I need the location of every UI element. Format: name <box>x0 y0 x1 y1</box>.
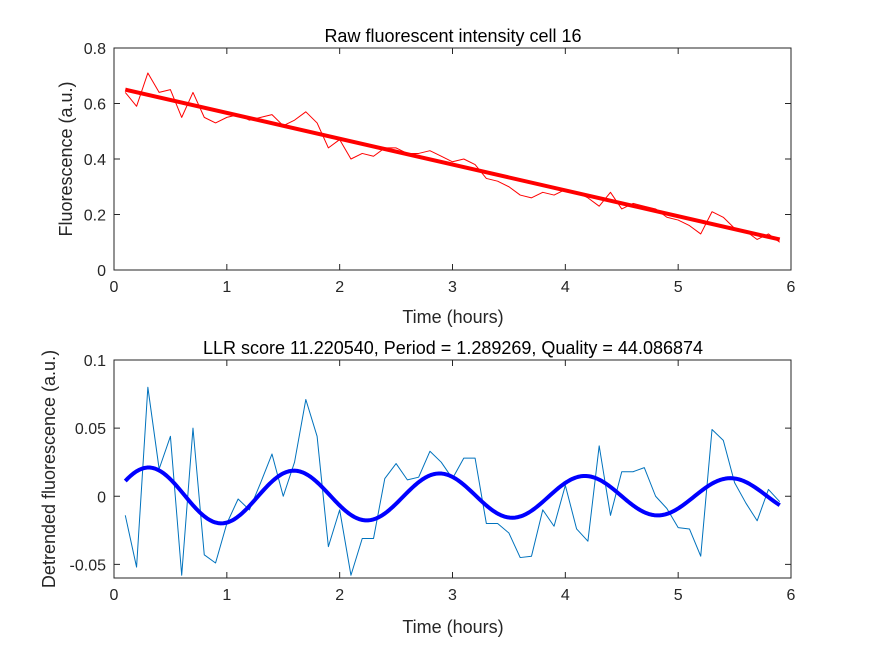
x-tick-label: 5 <box>674 587 683 604</box>
y-axis-label: Fluorescence (a.u.) <box>56 81 76 236</box>
series-group <box>123 386 781 576</box>
x-tick-label: 1 <box>222 587 231 604</box>
plot-area <box>113 359 792 579</box>
plot-area <box>113 47 792 271</box>
y-tick-label: 0 <box>97 263 106 280</box>
chart-title: LLR score 11.220540, Period = 1.289269, … <box>203 338 703 358</box>
subplot-raw-fluorescence: Raw fluorescent intensity cell 16 0 1 2 3 4 5… <box>56 26 796 327</box>
x-tick-label: 1 <box>222 279 231 296</box>
y-tick-label: 0.8 <box>84 41 106 58</box>
series-group <box>124 72 781 243</box>
x-tick-label: 4 <box>561 279 570 296</box>
x-tick-label: 6 <box>787 587 796 604</box>
y-tick-label: 0.4 <box>84 152 106 169</box>
subplot-detrended-fluorescence: LLR score 11.220540, Period = 1.289269, … <box>39 338 796 637</box>
x-tick-label: 0 <box>110 587 119 604</box>
x-axis-label: Time (hours) <box>402 617 503 637</box>
y-tick-label: -0.05 <box>70 557 107 574</box>
x-axis-label: Time (hours) <box>402 307 503 327</box>
x-tick-label: 3 <box>448 587 457 604</box>
y-axis-label: Detrended fluorescence (a.u.) <box>39 350 59 588</box>
x-tick-label: 6 <box>787 279 796 296</box>
series-line-detrended <box>124 386 781 576</box>
y-tick-label: 0.1 <box>84 353 106 370</box>
y-tick-label: 0.2 <box>84 208 106 225</box>
series-line-trend <box>124 87 781 242</box>
y-tick-label: 0.6 <box>84 97 106 114</box>
x-tick-label: 5 <box>674 279 683 296</box>
x-tick-label: 3 <box>448 279 457 296</box>
series-line-fit <box>123 465 781 526</box>
x-tick-label: 0 <box>110 279 119 296</box>
x-tick-label: 2 <box>335 279 344 296</box>
x-tick-label: 4 <box>561 587 570 604</box>
x-tick-label: 2 <box>335 587 344 604</box>
chart-title: Raw fluorescent intensity cell 16 <box>324 26 581 46</box>
y-tick-label: 0.05 <box>75 421 106 438</box>
y-tick-label: 0 <box>97 489 106 506</box>
tick-group: 0 1 2 3 4 5 6 0 0.2 0.4 0.6 0.8 <box>84 41 796 296</box>
